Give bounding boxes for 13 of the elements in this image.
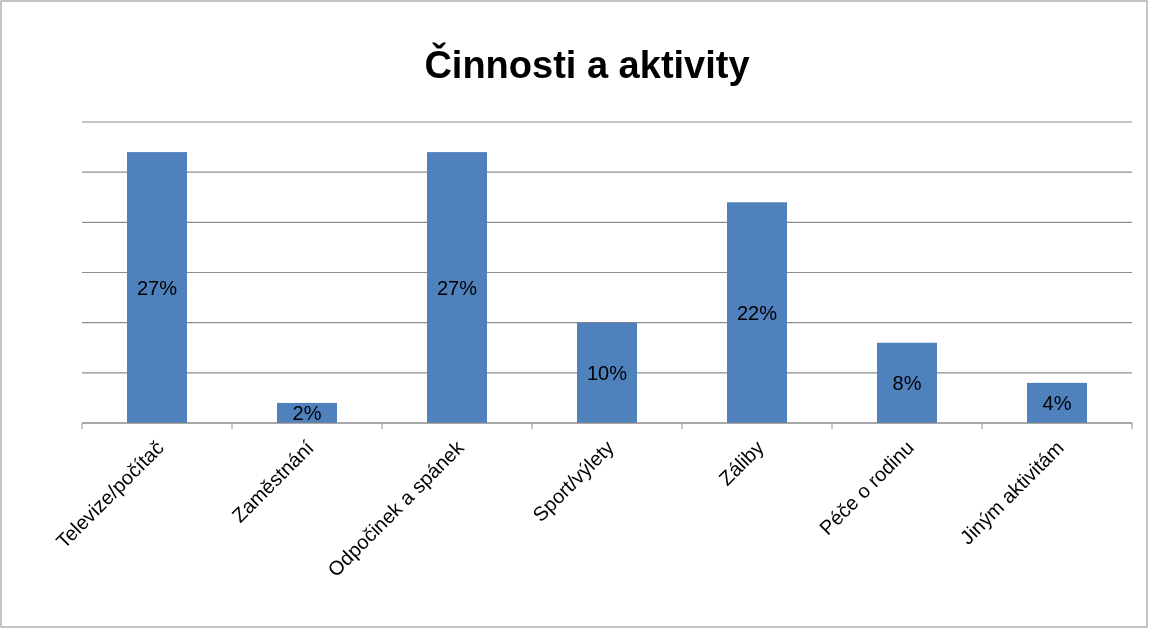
data-label: 27% — [436, 276, 478, 299]
data-label: 4% — [1042, 391, 1072, 414]
chart-title: Činnosti a aktivity — [424, 42, 750, 86]
bar — [127, 152, 187, 423]
bar — [877, 342, 937, 423]
data-label: 27% — [136, 276, 178, 299]
bar — [577, 322, 637, 423]
data-label: 8% — [892, 371, 922, 394]
bar — [427, 152, 487, 423]
data-label: 22% — [736, 301, 778, 324]
data-label: 10% — [586, 361, 628, 384]
bar — [727, 202, 787, 423]
data-label: 2% — [292, 401, 322, 424]
